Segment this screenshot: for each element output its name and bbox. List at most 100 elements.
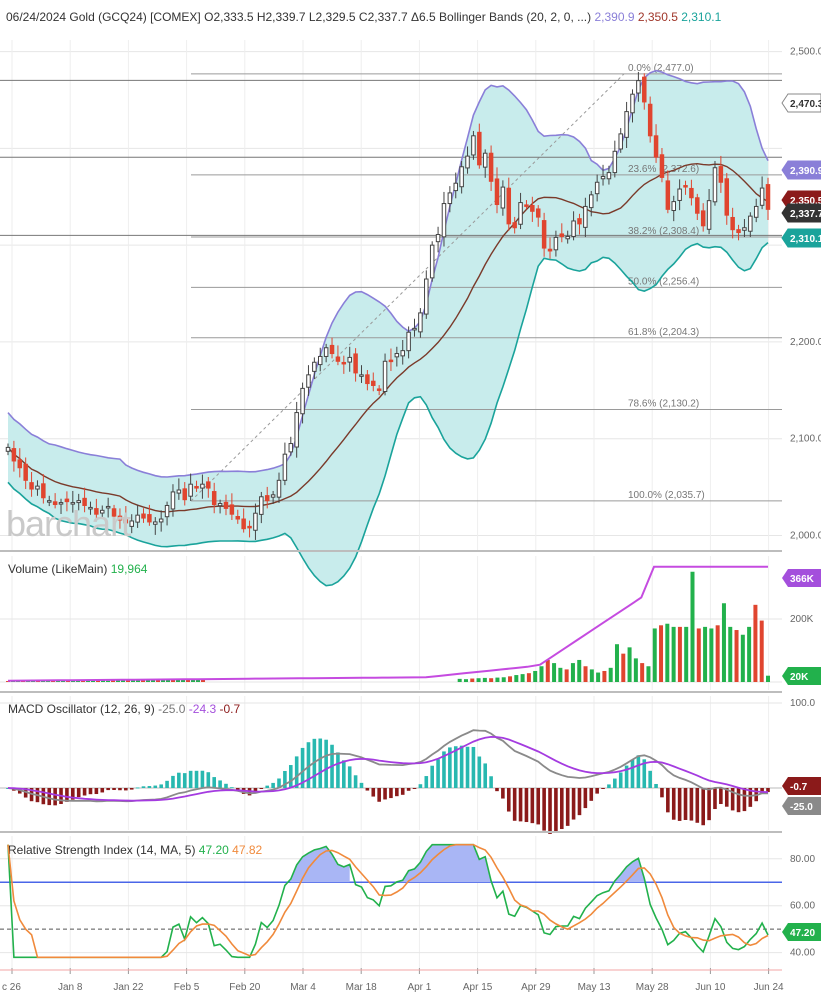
candle-body: [724, 178, 730, 216]
volume-bar: [747, 626, 752, 682]
volume-subtitle: (LikeMain): [51, 562, 107, 576]
volume-bar: [608, 667, 613, 682]
candle-body: [276, 479, 282, 498]
volume-bar: [665, 623, 670, 682]
macd-histogram-bar: [713, 788, 717, 810]
candle-body: [435, 234, 441, 243]
candle-body: [577, 218, 582, 225]
price-pane[interactable]: 0.0% (2,477.0)23.6% (2,372.6)38.2% (2,30…: [0, 40, 821, 968]
time-axis-label: Mar 18: [346, 982, 378, 993]
rsi-axis-label: 40.00: [790, 948, 815, 959]
candlestick: [117, 508, 123, 529]
price-axis: 2,500.0 2,200.0 2,100.0 2,000.0: [790, 47, 821, 542]
candle-body: [594, 181, 600, 195]
macd-tag-background: [782, 797, 821, 815]
volume-bar: [577, 659, 582, 682]
macd-histogram-bar: [318, 738, 323, 788]
candle-body: [636, 80, 641, 94]
volume-bar: [728, 626, 733, 682]
candlestick: [406, 326, 411, 359]
candle-body: [600, 175, 606, 180]
macd-pane[interactable]: MACD Oscillator (12, 26, 9) -25.0 -24.3 …: [0, 698, 821, 834]
macd-histogram-bar: [595, 788, 599, 794]
macd-histogram-bar: [719, 788, 723, 805]
candle-body: [29, 482, 34, 490]
candle-body: [612, 150, 618, 174]
candle-body: [58, 502, 64, 505]
header-indicator: Bollinger Bands: [439, 10, 523, 24]
volume-bar: [570, 663, 575, 682]
candle-body: [736, 229, 741, 234]
time-axis-label: Apr 1: [407, 982, 431, 993]
candlestick: [418, 308, 423, 338]
macd-histogram-bar: [442, 751, 446, 788]
candlestick: [52, 493, 58, 509]
candlestick: [600, 164, 606, 186]
candle-body: [217, 503, 223, 507]
macd-histogram-bar: [495, 788, 499, 792]
volume-bar: [646, 666, 651, 682]
candle-body: [206, 481, 211, 489]
macd-histogram-bar: [353, 775, 358, 788]
volume-bar: [482, 677, 487, 682]
rsi-ma-value: 47.82: [232, 843, 262, 857]
macd-histogram-bar: [188, 770, 193, 788]
candlestick: [176, 478, 182, 500]
volume-bar: [470, 678, 475, 682]
volume-bar: [176, 679, 180, 682]
candle-body: [712, 167, 718, 203]
candle-body: [70, 502, 76, 505]
volume-bar: [552, 663, 557, 682]
candle-body: [630, 93, 635, 114]
candle-body: [618, 133, 623, 150]
macd-histogram-bar: [65, 788, 69, 802]
candlestick: [94, 498, 99, 520]
macd-histogram-bar: [71, 788, 75, 800]
macd-histogram-bar: [736, 788, 741, 813]
volume-bar: [181, 679, 185, 682]
candle-body: [153, 521, 158, 525]
candle-body: [400, 350, 405, 357]
macd-histogram-bar: [559, 788, 564, 830]
macd-pane-title: MACD Oscillator (12, 26, 9) -25.0 -24.3 …: [8, 702, 240, 716]
macd-histogram-bar: [542, 788, 546, 831]
macd-histogram-bar: [724, 788, 729, 807]
volume-bar: [696, 628, 701, 682]
candlestick: [612, 140, 618, 178]
volume-bar: [677, 626, 682, 682]
macd-histogram-bar: [76, 788, 81, 798]
candlestick: [547, 237, 553, 259]
macd-histogram-bar: [436, 759, 440, 788]
candlestick-series[interactable]: [5, 71, 771, 540]
volume-bar: [684, 626, 689, 682]
header-change: Δ6.5: [411, 10, 436, 24]
volume-bar: [151, 680, 155, 682]
volume-bar: [66, 680, 70, 682]
candle-body: [459, 166, 464, 188]
volume-bar: [156, 679, 160, 682]
candlestick: [606, 165, 612, 185]
candle-body: [683, 185, 688, 188]
macd-histogram-bar: [465, 746, 470, 788]
candle-body: [695, 197, 700, 214]
header-lower: 2,310.1: [681, 10, 721, 24]
price-axis-label: 2,500.0: [790, 47, 821, 58]
volume-bar: [171, 679, 175, 682]
time-axis-label: Feb 20: [229, 982, 261, 993]
candlestick: [82, 487, 87, 513]
macd-histogram-bar: [259, 788, 264, 789]
candlestick: [353, 348, 358, 382]
candlestick: [359, 365, 364, 383]
candlestick: [206, 477, 211, 498]
macd-histogram-bar: [642, 759, 647, 788]
candle-body: [671, 201, 676, 212]
bollinger-band-lines: [7, 69, 769, 587]
candlestick: [695, 193, 700, 220]
candlestick: [700, 203, 706, 232]
volume-pane[interactable]: Volume (LikeMain) 19,964 200K 366K 20K: [0, 562, 821, 685]
rsi-pane[interactable]: Relative Strength Index (14, MA, 5) 47.2…: [0, 843, 821, 959]
fibonacci-level-label: 0.0% (2,477.0): [628, 63, 694, 74]
macd-histogram-bar: [106, 788, 110, 791]
candlestick: [671, 195, 676, 222]
